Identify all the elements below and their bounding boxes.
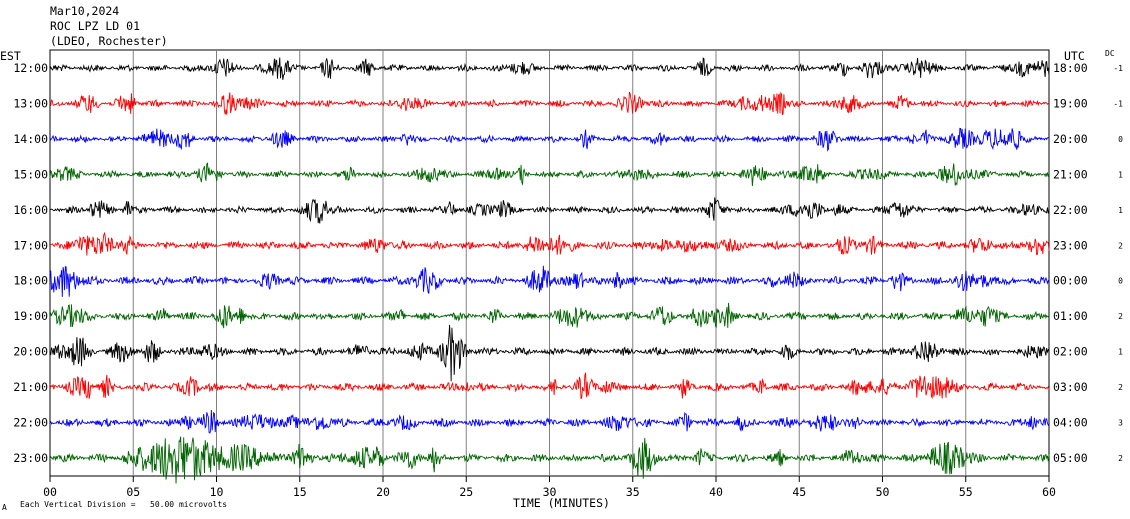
- x-tick-label: 30: [543, 485, 557, 499]
- utc-hour-label: 01:00: [1053, 309, 1088, 323]
- est-hour-label: 22:00: [13, 416, 48, 430]
- x-tick-label: 25: [459, 485, 473, 499]
- dc-offset-label: -1: [1113, 99, 1123, 108]
- corner-mark: A: [2, 503, 7, 512]
- dc-offset-label: -1: [1113, 64, 1123, 73]
- est-hour-label: 21:00: [13, 380, 48, 394]
- seismic-trace-1600: [49, 197, 1050, 224]
- seismic-trace-2300: [49, 436, 1050, 484]
- est-hour-label: 17:00: [13, 238, 48, 252]
- utc-hour-label: 19:00: [1053, 96, 1088, 110]
- dc-offset-label: 2: [1118, 454, 1123, 463]
- dc-offset-label: 1: [1118, 206, 1123, 215]
- header-date: Mar10,2024: [50, 4, 120, 18]
- seismic-trace-2100: [49, 372, 1050, 400]
- utc-hour-label: 04:00: [1053, 416, 1088, 430]
- dc-offset-label: 0: [1118, 135, 1123, 144]
- dc-offset-label: 2: [1118, 383, 1123, 392]
- est-hour-label: 15:00: [13, 167, 48, 181]
- utc-axis-title: UTC: [1064, 49, 1085, 63]
- seismic-trace-1900: [49, 302, 1050, 329]
- utc-hour-label: 02:00: [1053, 345, 1088, 359]
- est-axis-title: EST: [0, 49, 21, 63]
- vertical-division-note: Each Vertical Division = 50.00 microvolt…: [20, 500, 228, 509]
- x-tick-label: 45: [792, 485, 806, 499]
- seismic-trace-1400: [49, 127, 1050, 152]
- seismic-trace-1300: [49, 91, 1050, 116]
- seismic-trace-1500: [49, 162, 1050, 187]
- dc-offset-label: 1: [1118, 348, 1123, 357]
- x-axis-label: TIME (MINUTES): [513, 496, 610, 510]
- est-hour-label: 19:00: [13, 309, 48, 323]
- seismic-trace-1200: [49, 57, 1050, 80]
- utc-hour-label: 05:00: [1053, 451, 1088, 465]
- utc-hour-label: 03:00: [1053, 380, 1088, 394]
- seismic-trace-1800: [49, 265, 1050, 297]
- x-tick-label: 15: [293, 485, 307, 499]
- header-station: ROC LPZ LD 01: [50, 19, 141, 33]
- est-hour-label: 23:00: [13, 451, 48, 465]
- utc-hour-label: 00:00: [1053, 274, 1088, 288]
- seismic-trace-2200: [49, 409, 1050, 434]
- dc-offset-label: 1: [1118, 170, 1123, 179]
- dc-column-title: DC: [1105, 49, 1115, 58]
- est-hour-label: 18:00: [13, 274, 48, 288]
- utc-hour-label: 20:00: [1053, 132, 1088, 146]
- seismic-trace-1700: [49, 231, 1050, 256]
- x-tick-label: 10: [210, 485, 224, 499]
- dc-offset-label: 2: [1118, 241, 1123, 250]
- seismic-trace-2000: [49, 324, 1050, 382]
- utc-hour-label: 22:00: [1053, 203, 1088, 217]
- x-tick-label: 05: [126, 485, 140, 499]
- x-tick-label: 20: [376, 485, 390, 499]
- est-hour-label: 20:00: [13, 345, 48, 359]
- est-hour-label: 14:00: [13, 132, 48, 146]
- dc-offset-label: 2: [1118, 312, 1123, 321]
- utc-hour-label: 23:00: [1053, 238, 1088, 252]
- x-tick-label: 60: [1042, 485, 1056, 499]
- est-hour-label: 12:00: [13, 61, 48, 75]
- header-location: (LDEO, Rochester): [50, 34, 168, 48]
- x-tick-label: 55: [959, 485, 973, 499]
- x-tick-label: 35: [626, 485, 640, 499]
- est-hour-label: 13:00: [13, 96, 48, 110]
- est-hour-label: 16:00: [13, 203, 48, 217]
- x-tick-label: 50: [876, 485, 890, 499]
- x-tick-label: 40: [709, 485, 723, 499]
- utc-hour-label: 21:00: [1053, 167, 1088, 181]
- dc-offset-label: 3: [1118, 419, 1123, 428]
- utc-hour-label: 18:00: [1053, 61, 1088, 75]
- x-tick-label: 00: [43, 485, 57, 499]
- dc-offset-label: 0: [1118, 277, 1123, 286]
